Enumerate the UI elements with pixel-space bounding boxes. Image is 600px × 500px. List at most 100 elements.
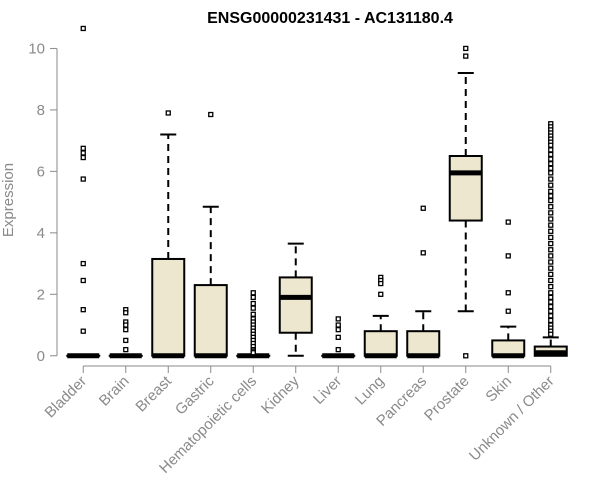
outlier-point — [80, 154, 86, 161]
outlier-point — [548, 299, 554, 305]
outlier-point — [123, 322, 129, 328]
outlier-point — [548, 294, 554, 301]
outlier-point — [548, 197, 554, 204]
outlier-point — [548, 165, 554, 171]
y-tick-label: 2 — [37, 286, 45, 303]
outlier-point — [548, 204, 554, 210]
box-rect — [278, 276, 313, 334]
outlier-point — [250, 311, 256, 317]
outlier-point — [250, 350, 256, 356]
outlier-point — [548, 234, 554, 241]
outlier-point — [548, 240, 554, 247]
y-tick-label: 4 — [37, 225, 45, 242]
x-tick-label: Liver — [310, 373, 345, 408]
box-brain — [108, 307, 143, 359]
outlier-point — [548, 313, 554, 319]
outlier-point — [420, 205, 426, 211]
outlier-point — [548, 188, 554, 195]
outlier-point — [80, 176, 86, 182]
outlier-point — [335, 316, 341, 322]
outlier-point — [250, 290, 256, 296]
y-axis: 0 2 4 6 8 10 — [28, 40, 58, 365]
outlier-point — [463, 353, 469, 359]
outlier-point — [548, 182, 554, 188]
outlier-point — [335, 322, 341, 328]
box-liver — [321, 316, 356, 359]
y-tick-label: 8 — [37, 102, 45, 119]
outlier-point — [548, 210, 554, 216]
box-gastric — [193, 111, 228, 359]
outlier-point — [378, 280, 384, 287]
x-tick-label: Lung — [352, 373, 388, 409]
outlier-point — [505, 219, 511, 225]
y-tick-label: 6 — [37, 163, 45, 180]
outlier-point — [548, 216, 554, 222]
outlier-point — [548, 222, 554, 228]
box-hematopoietic-cells — [236, 290, 271, 359]
outlier-point — [548, 277, 554, 284]
outlier-point — [548, 303, 554, 310]
outlier-point — [548, 156, 554, 162]
x-tick-label: Prostate — [421, 373, 473, 425]
outlier-point — [165, 110, 171, 116]
outlier-point — [548, 290, 554, 296]
outlier-point — [123, 346, 129, 353]
box-unknown-other — [533, 121, 568, 357]
outlier-point — [548, 317, 554, 324]
outlier-point — [463, 53, 469, 59]
outlier-point — [123, 337, 129, 344]
outlier-point — [335, 334, 341, 340]
outlier-point — [378, 291, 384, 297]
box-rect — [193, 284, 228, 357]
box-lung — [363, 274, 398, 359]
chart-title: ENSG00000231431 - AC131180.4 — [207, 10, 453, 27]
outlier-point — [123, 327, 129, 333]
outlier-point — [80, 25, 86, 32]
box-rect — [448, 155, 483, 222]
outlier-point — [250, 294, 256, 301]
outlier-point — [548, 247, 554, 253]
outlier-point — [548, 253, 554, 259]
box-pancreas — [406, 205, 441, 359]
outlier-point — [80, 277, 86, 284]
outlier-point — [548, 271, 554, 277]
outlier-point — [505, 308, 511, 314]
x-tick-label: Skin — [482, 373, 515, 406]
box-prostate — [448, 45, 483, 359]
box-kidney — [278, 242, 313, 357]
outlier-point — [463, 45, 469, 52]
outlier-point — [548, 331, 554, 337]
outlier-point — [80, 307, 86, 313]
outlier-point — [548, 142, 554, 148]
x-tick-label: Kidney — [258, 372, 303, 417]
outlier-point — [208, 111, 214, 118]
box-group — [66, 25, 568, 359]
outlier-point — [548, 193, 554, 199]
y-tick-label: 0 — [37, 348, 45, 365]
outlier-point — [123, 310, 129, 316]
box-rect — [363, 330, 398, 357]
x-tick-label: Breast — [132, 372, 175, 415]
box-bladder — [66, 25, 101, 359]
outlier-point — [505, 253, 511, 259]
outlier-point — [548, 228, 554, 234]
outlier-point — [548, 259, 554, 265]
outlier-point — [80, 260, 86, 267]
outlier-point — [80, 145, 86, 151]
outlier-point — [250, 305, 256, 311]
outlier-point — [80, 328, 86, 334]
box-skin — [491, 219, 526, 359]
outlier-point — [548, 161, 554, 167]
outlier-point — [548, 265, 554, 271]
outlier-point — [250, 300, 256, 307]
outlier-point — [548, 151, 554, 158]
outlier-point — [548, 147, 554, 153]
x-tick-label: Brain — [96, 373, 133, 410]
outlier-point — [548, 283, 554, 290]
outlier-point — [548, 170, 554, 176]
x-tick-label: Bladder — [41, 373, 90, 422]
outlier-point — [548, 176, 554, 182]
outlier-point — [335, 327, 341, 333]
outlier-point — [420, 250, 426, 256]
